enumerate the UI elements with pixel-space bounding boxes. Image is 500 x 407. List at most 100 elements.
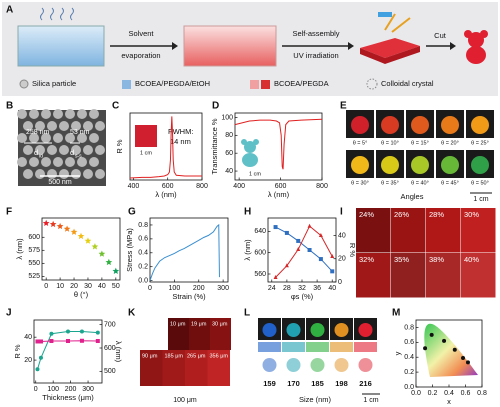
y-tick-label: 20 (24, 357, 32, 364)
micrograph (356, 253, 391, 298)
legend-icon (122, 80, 131, 89)
bear (262, 358, 277, 372)
x-tick-label: 24 (268, 285, 276, 292)
bear (334, 323, 349, 337)
y-tick-label: 560 (254, 271, 266, 278)
tile-label: 38% (429, 255, 444, 264)
y-tick-label: 0.0 (138, 277, 148, 284)
marker (95, 330, 100, 335)
particle (65, 133, 75, 143)
marker (70, 228, 78, 235)
series-line (129, 116, 202, 179)
tile-label: 10 μm (170, 321, 186, 327)
marker (35, 339, 40, 344)
particle (47, 145, 57, 155)
y-axis-label: y (393, 351, 402, 355)
y-tick-label: 0.8 (138, 222, 148, 229)
x-tick-label: 100 (47, 386, 59, 393)
series-line (37, 330, 98, 370)
y-axis-label: λ (nm) (15, 238, 24, 260)
micrograph (140, 350, 163, 386)
marker (273, 225, 278, 230)
particle (47, 121, 57, 131)
particle (77, 157, 87, 167)
panel-label: D (212, 101, 219, 112)
caption: Angles (401, 192, 424, 201)
x-tick-label: 0.2 (428, 390, 438, 397)
annotation: 1 cm (140, 150, 152, 156)
x-axis-label: φs (%) (291, 292, 314, 301)
y-tick-label: 0.6 (138, 236, 148, 243)
panel-label: K (128, 308, 136, 319)
arrow-head (450, 42, 456, 50)
strip (330, 342, 353, 352)
tile-label: 26% (394, 210, 409, 219)
marker (461, 355, 466, 360)
micrograph (162, 350, 185, 386)
marker (318, 257, 323, 262)
y-tick-label: 0.0 (404, 384, 414, 391)
marker (79, 329, 84, 334)
strip (306, 342, 329, 352)
bear (334, 358, 349, 372)
legend-icon (19, 79, 29, 89)
annotation: FWHM: (168, 127, 193, 136)
particle (47, 169, 57, 179)
marker (77, 232, 85, 240)
micrograph (207, 350, 230, 386)
marker (296, 238, 301, 243)
y-tick-label: 525 (28, 273, 40, 280)
series-line (275, 225, 333, 278)
inset-photo (135, 125, 157, 147)
bear-tile (471, 156, 489, 174)
particle (59, 145, 69, 155)
panel-label: C (112, 101, 119, 112)
particle (71, 145, 81, 155)
micrograph (189, 318, 210, 350)
annotation: 14 nm (170, 137, 191, 146)
marker (318, 233, 323, 238)
micrograph (461, 208, 496, 253)
particle (65, 157, 75, 167)
series-line (234, 118, 323, 170)
x-tick-label: 10 (56, 283, 64, 290)
x-tick-label: 600 (162, 183, 174, 190)
marker (98, 250, 106, 257)
y-axis-label: λ (nm) (243, 239, 252, 261)
size-label: 170 (287, 379, 300, 388)
strip (282, 342, 305, 352)
panel-label: H (244, 207, 251, 218)
size-label: 185 (311, 379, 324, 388)
tile-label: θ = 30° (351, 180, 369, 186)
legend-text: Colloidal crystal (381, 79, 434, 88)
particle (59, 169, 69, 179)
particle (23, 145, 33, 155)
x-tick-label: 0 (44, 283, 48, 290)
marker (42, 219, 50, 227)
tile-label: 185 μm (165, 353, 184, 359)
y-tick-label: 40 (225, 168, 233, 175)
legend-text: Silica particle (32, 79, 76, 88)
plot-frame (149, 217, 229, 283)
step: UV irradiation (293, 51, 338, 60)
y-axis-label: Transmittance % (210, 118, 219, 174)
panel-label: M (392, 308, 400, 319)
x-tick-label: 100 (169, 285, 181, 292)
bear-tile (411, 116, 429, 134)
y-tick-label: 60 (225, 150, 233, 157)
step: Solvent (128, 29, 154, 38)
panel-label: B (6, 101, 13, 112)
bear (310, 323, 325, 337)
marker (49, 220, 57, 228)
particle (53, 157, 63, 167)
panel-label: E (340, 101, 347, 112)
bear-tile (381, 116, 399, 134)
y-axis-label: R % (13, 344, 22, 359)
marker (35, 367, 40, 372)
marker (84, 237, 92, 244)
panel-a: A Solvent evaporation Self-assembly UV i… (2, 2, 498, 96)
bear-tile (351, 156, 369, 174)
tile-label: 28% (429, 210, 444, 219)
marker (49, 331, 54, 336)
particle (23, 121, 33, 131)
